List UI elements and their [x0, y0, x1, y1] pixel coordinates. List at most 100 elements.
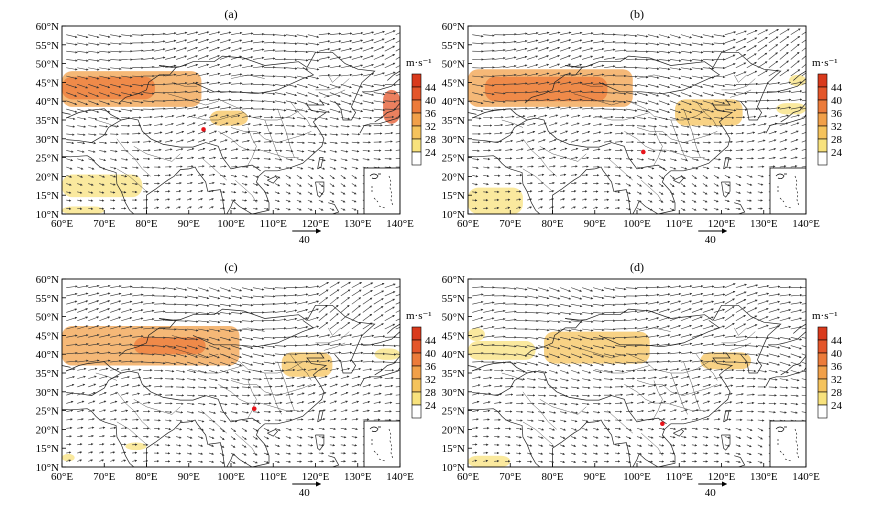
- wind-vector: [230, 122, 240, 126]
- wind-vector: [186, 46, 198, 52]
- y-tick-label: 45°N: [442, 330, 465, 342]
- wind-vector: [230, 156, 239, 160]
- wind-vector: [77, 108, 89, 113]
- wind-vector: [296, 208, 302, 211]
- wind-vector: [340, 183, 346, 187]
- wind-vector: [88, 83, 100, 89]
- x-tick-label: 130°E: [750, 218, 778, 230]
- wind-vector: [373, 63, 385, 69]
- x-tick-label: 60°E: [51, 218, 73, 230]
- y-tick-label: 35°N: [36, 115, 59, 127]
- y-tick-label: 35°N: [36, 368, 59, 380]
- y-tick-label: 20°N: [442, 171, 465, 183]
- wind-vector: [329, 191, 335, 195]
- wind-vector: [186, 72, 199, 77]
- wind-vector: [230, 64, 243, 69]
- wind-vector: [384, 71, 396, 77]
- colorbar-label: 24: [425, 147, 437, 159]
- wind-vector: [219, 98, 232, 102]
- wind-vector: [241, 174, 248, 178]
- reference-vector-label: 40: [705, 487, 717, 499]
- wind-vector: [110, 183, 116, 186]
- y-tick-label: 40°N: [442, 96, 465, 108]
- wind-vector: [340, 125, 350, 128]
- wind-vector: [307, 208, 313, 211]
- wind-vector: [77, 174, 84, 178]
- wind-vector: [340, 199, 346, 203]
- wind-vector: [351, 183, 357, 187]
- wind-vector: [318, 65, 331, 69]
- wind-vector: [176, 90, 188, 94]
- wind-vector: [197, 55, 209, 60]
- wind-vector: [384, 92, 397, 95]
- wind-vector: [351, 55, 363, 60]
- wind-vector: [66, 92, 78, 97]
- colorbar-label: 28: [425, 387, 437, 399]
- wind-vector: [285, 100, 298, 105]
- wind-vector: [230, 183, 237, 186]
- wind-vector: [66, 183, 72, 186]
- wind-vector: [132, 108, 144, 112]
- wind-vector: [263, 100, 276, 104]
- wind-vector: [143, 48, 155, 52]
- y-tick-label: 35°N: [442, 368, 465, 380]
- wind-vector: [121, 183, 127, 186]
- wind-vector: [329, 166, 337, 170]
- wind-vector: [307, 100, 319, 105]
- wind-vector: [154, 115, 164, 118]
- wind-vector: [175, 139, 184, 143]
- wind-vector: [88, 75, 100, 80]
- wind-vector: [197, 114, 208, 118]
- wind-vector: [263, 166, 271, 169]
- wind-vector: [285, 183, 291, 187]
- wind-vector: [143, 131, 152, 135]
- wind-vector: [198, 173, 205, 176]
- wind-vector: [373, 158, 381, 161]
- wind-vector: [77, 75, 89, 80]
- wind-vector: [165, 55, 177, 60]
- y-tick-label: 45°N: [442, 77, 465, 89]
- wind-vector: [351, 199, 357, 203]
- wind-vector: [263, 140, 273, 143]
- x-tick-label: 90°E: [178, 471, 200, 483]
- y-tick-label: 60°N: [36, 21, 59, 33]
- wind-vector: [66, 150, 74, 153]
- wind-vector: [384, 62, 396, 69]
- wind-vector: [318, 183, 324, 187]
- wind-vector: [208, 81, 221, 85]
- wind-vector: [186, 122, 196, 126]
- y-tick-label: 35°N: [442, 115, 465, 127]
- x-tick-label: 130°E: [344, 471, 372, 483]
- wind-vector: [307, 92, 319, 97]
- wind-vector: [197, 189, 204, 193]
- wind-vector: [186, 63, 199, 69]
- colorbar-swatch: [817, 112, 828, 127]
- wind-vector: [274, 108, 287, 112]
- wind-vector: [208, 55, 220, 60]
- wind-vector: [263, 57, 276, 60]
- wind-vector: [285, 67, 298, 70]
- wind-vector: [307, 158, 315, 162]
- y-tick-label: 45°N: [36, 330, 59, 342]
- wind-vector: [351, 158, 359, 161]
- wind-vector: [175, 55, 188, 60]
- wind-vector: [197, 106, 210, 110]
- wind-vector: [77, 191, 83, 194]
- wind-vector: [176, 106, 188, 110]
- y-tick-label: 20°N: [36, 424, 59, 436]
- wind-vector: [154, 140, 163, 143]
- wind-vector: [241, 115, 252, 118]
- wind-vector: [252, 140, 261, 143]
- colorbar-swatch: [411, 365, 422, 380]
- wind-vector: [88, 150, 96, 153]
- wind-vector: [329, 150, 338, 153]
- wind-vector: [187, 181, 193, 185]
- wind-vector: [132, 49, 144, 52]
- colorbar-swatch: [817, 365, 828, 380]
- y-tick-label: 40°N: [442, 349, 465, 361]
- wind-vector: [197, 122, 207, 126]
- colorbar-label: 28: [831, 387, 843, 399]
- wind-vector: [66, 141, 75, 145]
- y-tick-label: 15°N: [36, 443, 59, 455]
- wind-vector: [186, 189, 193, 193]
